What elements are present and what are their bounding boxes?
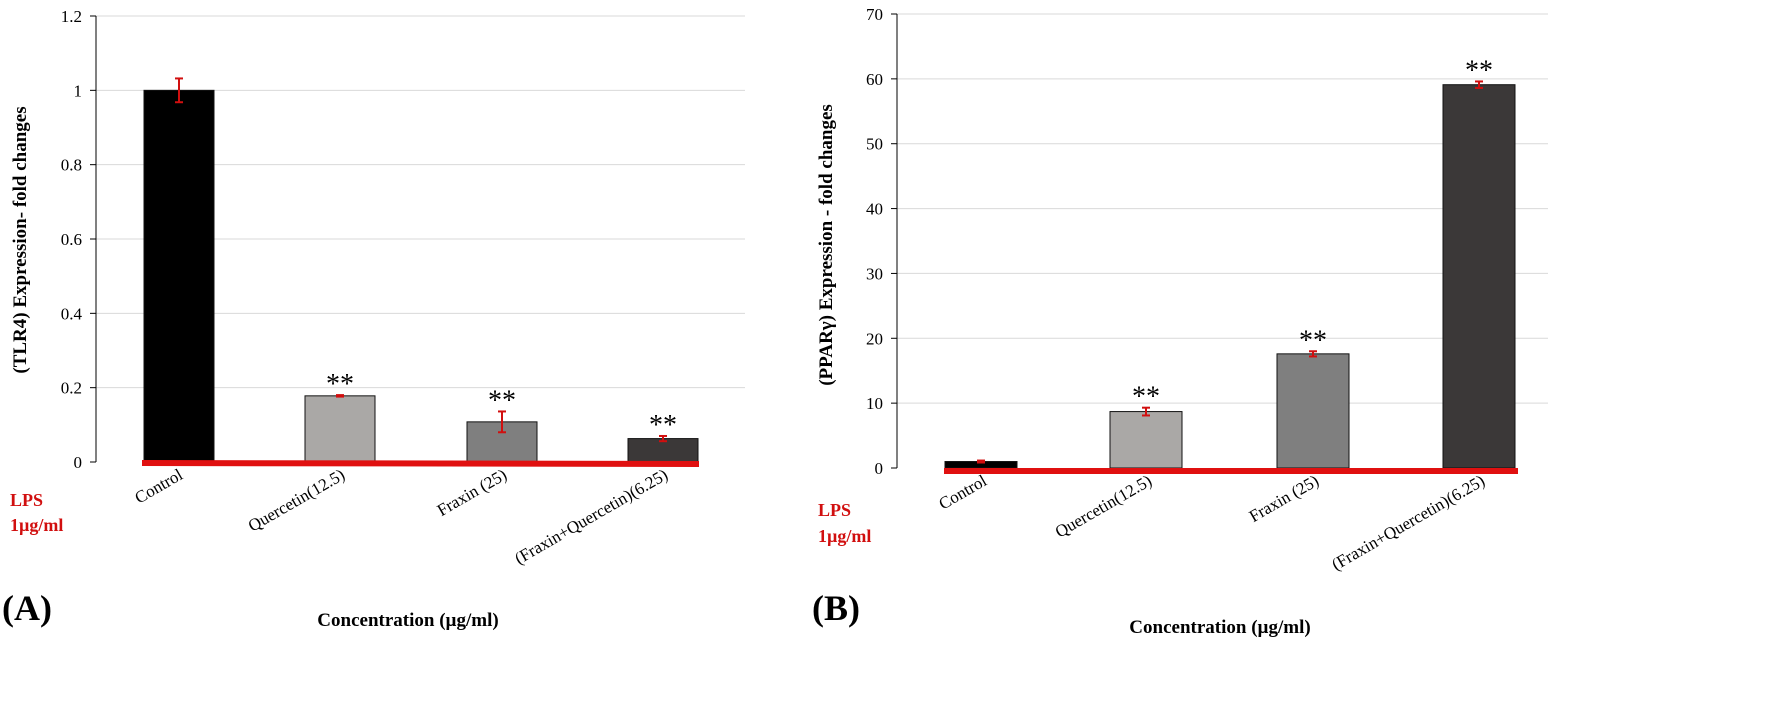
y-tick-label: 0.6 [61, 230, 82, 249]
bars [143, 89, 699, 463]
y-tick-labels: 0 10 20 30 40 50 60 70 [866, 5, 897, 478]
x-tick-label: (Fraxin+Quercetin)(6.25) [1328, 471, 1488, 574]
x-tick-labels: Control Quercetin(12.5) Fraxin (25) (Fraxin… [132, 465, 671, 568]
chart-panel-a: 0 0.2 0.4 0.6 0.8 1 1.2 ** ** ** Control Querceti… [2, 7, 745, 631]
x-axis-title: Concentration (µg/ml) [317, 610, 498, 631]
error-bars [175, 77, 667, 443]
significance-marker: ** [1299, 325, 1327, 356]
x-tick-label: Quercetin(12.5) [245, 465, 348, 536]
treatment-label-line1: LPS [818, 500, 851, 520]
y-tick-label: 30 [866, 264, 883, 283]
significance-markers: ** ** ** [326, 369, 677, 441]
treatment-label-line2: 1µg/ml [818, 526, 871, 546]
error-bar [659, 434, 667, 443]
error-bar [1142, 406, 1150, 417]
bar [1442, 84, 1516, 469]
bars [944, 84, 1516, 469]
bar [466, 421, 538, 463]
treatment-label-line2: 1µg/ml [10, 515, 63, 535]
y-tick-label: 0 [875, 459, 884, 478]
bar [143, 89, 215, 463]
error-bar [175, 77, 183, 104]
treatment-label-line1: LPS [10, 490, 43, 510]
significance-marker: ** [1465, 55, 1493, 86]
significance-marker: ** [649, 410, 677, 441]
error-bar [336, 394, 344, 398]
y-tick-label: 10 [866, 394, 883, 413]
y-tick-label: 0.4 [61, 304, 83, 323]
y-tick-label: 40 [866, 200, 883, 219]
y-tick-label: 50 [866, 135, 883, 154]
x-tick-label: Control [936, 471, 991, 514]
x-tick-label: (Fraxin+Quercetin)(6.25) [511, 465, 671, 568]
x-tick-labels: Control Quercetin(12.5) Fraxin (25) (Fraxin… [936, 471, 1488, 574]
error-bar [498, 410, 506, 434]
significance-markers: ** ** ** [1132, 55, 1493, 412]
x-tick-label: Fraxin (25) [1246, 471, 1322, 526]
x-tick-label: Control [132, 465, 187, 508]
y-tick-label: 60 [866, 70, 883, 89]
y-tick-labels: 0 0.2 0.4 0.6 0.8 1 1.2 [61, 7, 96, 472]
y-axis-title: (PPARγ) Expression - fold changes [816, 104, 837, 386]
baseline-red [141, 460, 700, 467]
significance-marker: ** [326, 369, 354, 400]
chart-panel-b: 0 10 20 30 40 50 60 70 ** ** ** Control Quercetin(… [812, 5, 1548, 638]
error-bar [977, 459, 985, 464]
error-bars [977, 80, 1483, 464]
y-tick-label: 1 [74, 81, 83, 100]
y-tick-label: 1.2 [61, 7, 82, 26]
x-tick-label: Quercetin(12.5) [1052, 471, 1155, 542]
gridlines [897, 13, 1548, 404]
x-tick-label: Fraxin (25) [434, 465, 510, 520]
panel-label: (B) [812, 588, 860, 628]
y-tick-label: 20 [866, 329, 883, 348]
x-axis-title: Concentration (µg/ml) [1129, 617, 1310, 638]
bar [1276, 353, 1350, 469]
significance-marker: ** [1132, 382, 1160, 413]
bar [304, 395, 376, 463]
y-tick-label: 0.8 [61, 156, 82, 175]
error-bar [1475, 80, 1483, 89]
bar [1109, 411, 1183, 469]
y-tick-label: 70 [866, 5, 883, 24]
panel-label: (A) [2, 588, 52, 628]
y-tick-label: 0.2 [61, 379, 82, 398]
y-axis-title: (TLR4) Expression- fold changes [10, 106, 31, 373]
error-bar [1309, 350, 1317, 358]
y-tick-label: 0 [74, 453, 83, 472]
significance-marker: ** [488, 385, 516, 416]
